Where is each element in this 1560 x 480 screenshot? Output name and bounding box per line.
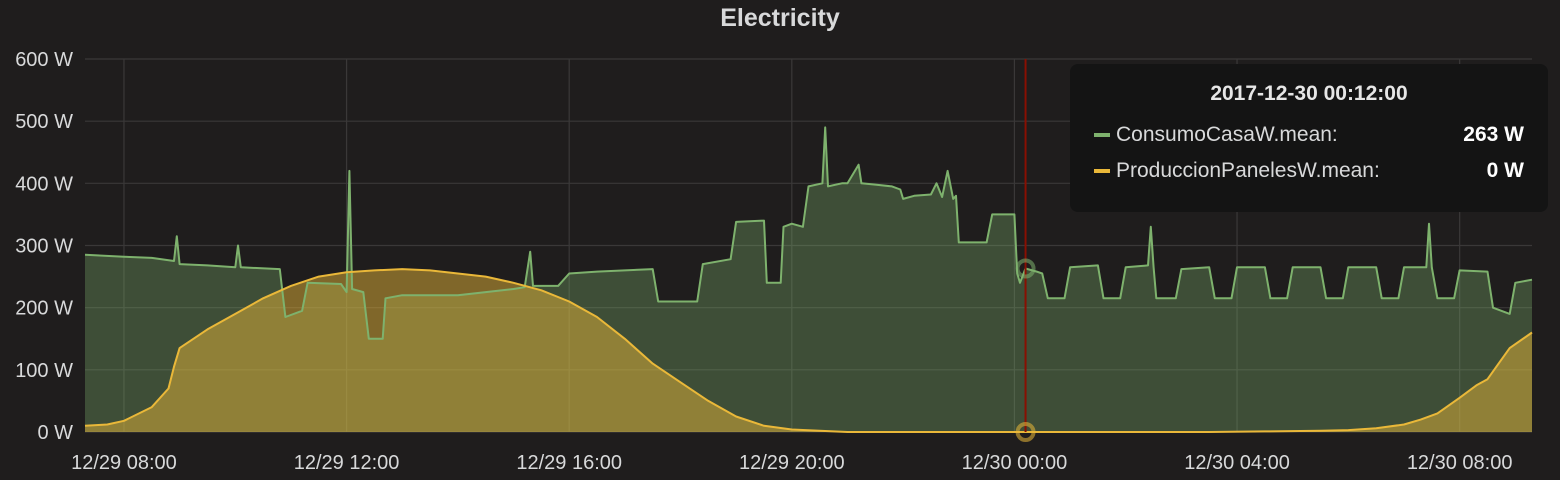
x-tick-label: 12/29 08:00 [71,452,177,474]
hover-point-0 [1015,258,1036,279]
y-tick-label: 0 W [37,422,73,444]
y-axis-ticks: 0 W 100 W 200 W 300 W 400 W 500 W 600 W [15,49,73,444]
hover-tooltip: 2017-12-30 00:12:00 ConsumoCasaW.mean: 2… [1070,64,1548,212]
hover-point-1 [1015,422,1036,442]
x-tick-label: 12/30 00:00 [962,452,1068,474]
x-tick-label: 12/30 04:00 [1184,452,1290,474]
series-area-1 [85,269,1532,432]
y-tick-label: 400 W [15,173,73,195]
tooltip-series-name: ProduccionPanelesW.mean: [1116,159,1380,182]
crosshair-group [1015,59,1036,442]
chart-grid [85,58,1532,433]
x-axis-ticks: 12/29 08:00 12/29 12:00 12/29 16:00 12/29 2… [71,452,1512,474]
chart-lines [84,126,1533,433]
y-tick-label: 200 W [15,298,73,320]
series-line-1 [84,268,1533,433]
tooltip-series-value: 263 W [1463,123,1524,146]
panel-title: Electricity [720,4,840,32]
y-tick-label: 600 W [15,49,73,71]
tooltip-time: 2017-12-30 00:12:00 [1210,82,1408,105]
x-tick-label: 12/29 12:00 [294,452,400,474]
tooltip-row-produccion: ProduccionPanelesW.mean: 0 W [1094,156,1524,186]
x-tick-label: 12/29 20:00 [739,452,845,474]
tooltip-series-value: 0 W [1486,159,1524,182]
x-tick-label: 12/30 08:00 [1407,452,1513,474]
consumo-swatch [1094,133,1110,137]
tooltip-row-consumo: ConsumoCasaW.mean: 263 W [1094,120,1524,150]
tooltip-series-name: ConsumoCasaW.mean: [1116,123,1338,146]
x-tick-label: 12/29 16:00 [516,452,622,474]
series-area-0 [85,127,1532,433]
y-tick-label: 500 W [15,111,73,133]
y-tick-label: 300 W [15,236,73,258]
y-tick-label: 100 W [15,360,73,382]
series-line-0 [84,126,1533,340]
produccion-swatch [1094,169,1110,173]
chart-areas [85,127,1532,433]
